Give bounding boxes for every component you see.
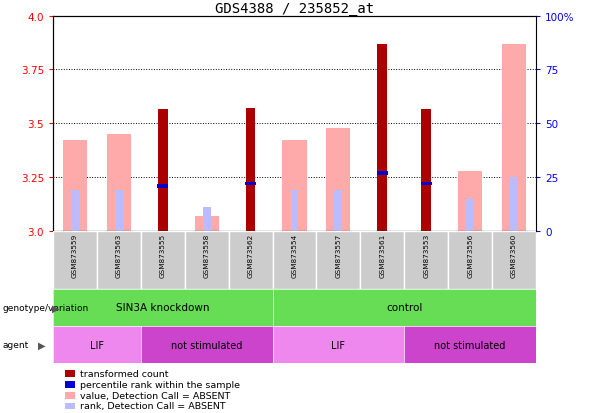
Text: GSM873558: GSM873558 (204, 233, 210, 277)
Text: genotype/variation: genotype/variation (3, 303, 89, 312)
Text: GSM873563: GSM873563 (116, 233, 122, 277)
Text: LIF: LIF (332, 340, 345, 350)
Text: percentile rank within the sample: percentile rank within the sample (80, 380, 240, 389)
Text: LIF: LIF (90, 340, 104, 350)
Bar (185, 231, 229, 289)
Text: SIN3A knockdown: SIN3A knockdown (116, 303, 210, 313)
Text: GSM873560: GSM873560 (511, 233, 517, 277)
Text: control: control (386, 303, 422, 313)
Bar (97, 231, 141, 289)
Title: GDS4388 / 235852_at: GDS4388 / 235852_at (215, 2, 374, 16)
Bar (492, 231, 536, 289)
Bar (360, 231, 404, 289)
Bar (141, 231, 185, 289)
Bar (283, 141, 307, 231)
Bar (421, 182, 432, 186)
Text: value, Detection Call = ABSENT: value, Detection Call = ABSENT (80, 391, 230, 400)
Bar (71, 190, 79, 231)
Bar (273, 231, 316, 289)
Text: GSM873555: GSM873555 (160, 233, 166, 277)
Text: GSM873556: GSM873556 (467, 233, 473, 277)
Text: rank, Detection Call = ABSENT: rank, Detection Call = ABSENT (80, 401, 225, 411)
Bar (229, 231, 273, 289)
Bar (378, 45, 387, 231)
Bar (115, 190, 123, 231)
Text: GSM873559: GSM873559 (72, 233, 78, 277)
Bar (245, 182, 256, 186)
Bar (421, 110, 431, 231)
Bar (404, 231, 448, 289)
Bar (290, 190, 299, 231)
Bar (246, 109, 256, 231)
Bar (510, 178, 518, 231)
Text: GSM873562: GSM873562 (247, 233, 254, 277)
Bar (502, 45, 526, 231)
Bar (107, 135, 131, 231)
Text: not stimulated: not stimulated (435, 340, 506, 350)
Bar (63, 141, 87, 231)
Bar (458, 171, 482, 231)
Text: transformed count: transformed count (80, 369, 168, 378)
Text: GSM873554: GSM873554 (292, 233, 297, 277)
Bar (335, 190, 342, 231)
Bar (316, 231, 360, 289)
Text: ▶: ▶ (52, 303, 59, 313)
Bar (158, 110, 168, 231)
Bar (157, 184, 168, 188)
Bar (203, 208, 211, 231)
Bar (326, 128, 350, 231)
Bar (53, 231, 97, 289)
Text: GSM873561: GSM873561 (379, 233, 385, 277)
Text: ▶: ▶ (38, 340, 46, 350)
Bar (466, 199, 474, 231)
Text: not stimulated: not stimulated (171, 340, 242, 350)
Bar (448, 231, 492, 289)
Text: agent: agent (3, 340, 29, 349)
Text: GSM873553: GSM873553 (423, 233, 429, 277)
Bar (194, 216, 219, 231)
Text: GSM873557: GSM873557 (335, 233, 342, 277)
Bar (377, 171, 388, 175)
